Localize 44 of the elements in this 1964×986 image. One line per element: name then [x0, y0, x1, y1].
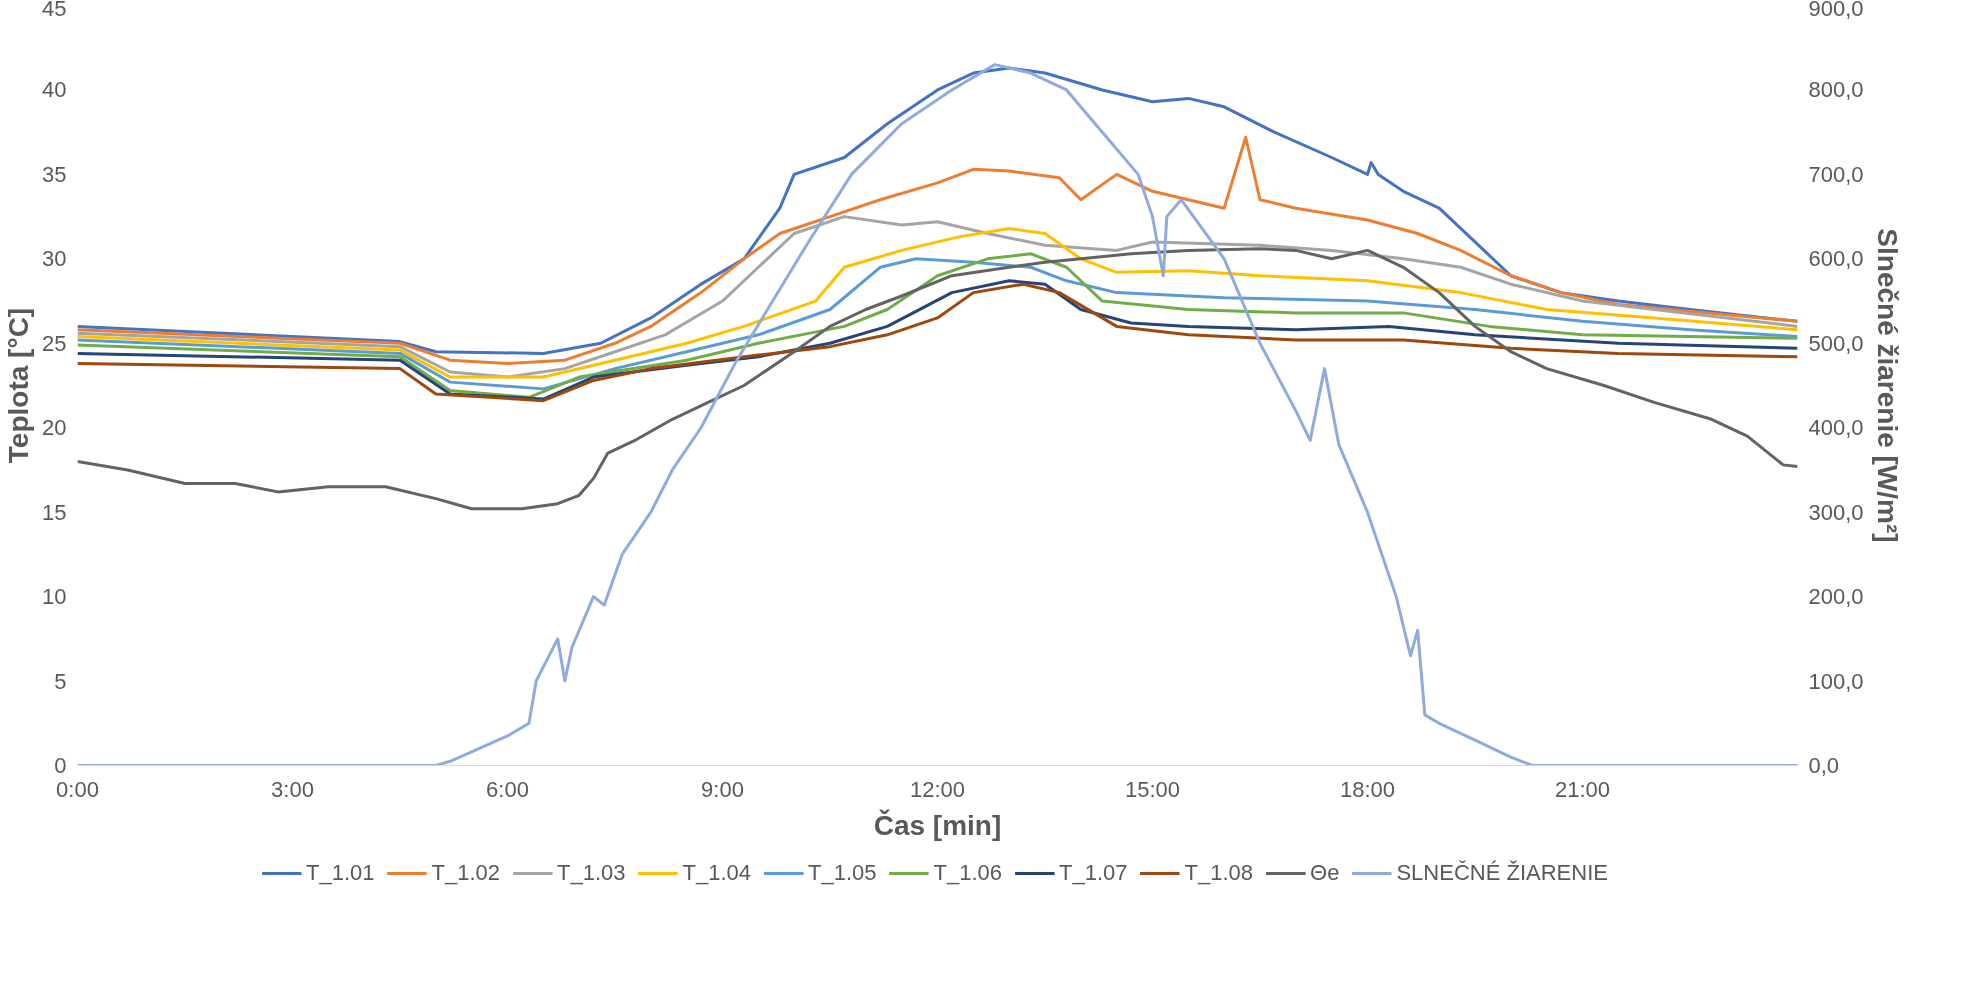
y-tick-label: 0: [54, 753, 67, 778]
x-tick-label: 15:00: [1124, 776, 1181, 802]
x-tick-label: 0:00: [56, 776, 99, 802]
y-tick-label: 15: [42, 499, 67, 525]
y2-tick-label: 700,0: [1808, 161, 1864, 187]
legend-label: Θe: [1310, 860, 1340, 886]
legend-label: T_1.03: [557, 860, 626, 886]
y-tick-label: 30: [42, 246, 67, 272]
y-tick-label: 40: [42, 77, 67, 103]
x-tick-label: 21:00: [1554, 776, 1611, 802]
y2-tick-label: 900,0: [1808, 0, 1864, 21]
y2-tick-label: 0,0: [1808, 753, 1840, 778]
legend-label: T_1.01: [306, 860, 375, 886]
legend-label: T_1.04: [682, 860, 752, 886]
y2-tick-label: 300,0: [1808, 499, 1864, 525]
legend-label: T_1.02: [431, 860, 501, 886]
y2-tick-label: 400,0: [1808, 415, 1864, 441]
y-tick-label: 35: [42, 161, 67, 187]
x-tick-label: 6:00: [486, 776, 529, 802]
x-tick-label: 18:00: [1339, 776, 1396, 802]
y2-tick-label: 100,0: [1808, 668, 1864, 694]
x-tick-label: 9:00: [701, 776, 744, 802]
legend-label: T_1.06: [933, 860, 1003, 886]
x-tick-label: 12:00: [909, 776, 966, 802]
y2-tick-label: 500,0: [1808, 330, 1864, 356]
y-tick-label: 10: [42, 584, 67, 610]
legend-label: T_1.05: [808, 860, 877, 886]
y-tick-label: 25: [42, 330, 67, 356]
y-tick-label: 20: [42, 415, 67, 441]
y2-tick-label: 600,0: [1808, 246, 1864, 272]
y2-axis-title: Slnečné žiarenie [W/m²]: [1871, 228, 1903, 543]
y2-tick-label: 200,0: [1808, 584, 1864, 610]
line-series: [77, 247, 1798, 511]
line-series: [77, 63, 1798, 766]
line-series: [77, 135, 1798, 366]
y-tick-label: 5: [54, 668, 67, 694]
x-tick-label: 3:00: [271, 776, 314, 802]
legend-label: T_1.08: [1184, 860, 1254, 886]
y-tick-label: 45: [42, 0, 67, 21]
y-axis-title: Teplota [°C]: [3, 307, 35, 464]
legend-label: T_1.07: [1059, 860, 1128, 886]
y2-tick-label: 800,0: [1808, 77, 1864, 103]
legend-label: SLNEČNÉ ŽIARENIE: [1396, 860, 1608, 886]
x-axis-title: Čas [min]: [873, 808, 1002, 841]
